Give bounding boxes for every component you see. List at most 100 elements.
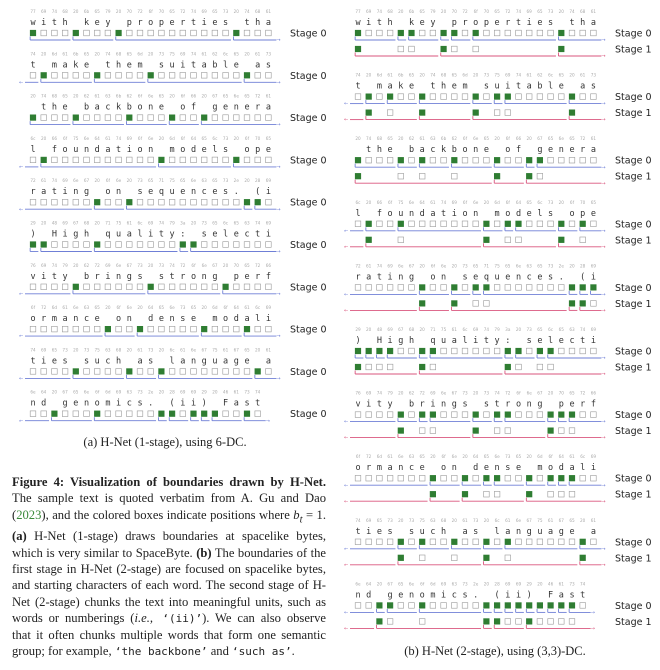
- stage0-boundary-box: [408, 29, 415, 37]
- byte-char: i: [452, 209, 457, 219]
- hex-byte: 68: [377, 136, 383, 141]
- byte-char: r: [255, 103, 260, 113]
- hex-byte: 6e: [73, 305, 79, 310]
- hex-byte: 73: [159, 51, 165, 56]
- stage0-boundary-box: [397, 411, 404, 418]
- byte-char: h: [116, 356, 121, 366]
- byte-char: a: [569, 463, 574, 473]
- byte-char: a: [591, 145, 596, 155]
- stage0-box: [397, 284, 404, 291]
- byte-char: h: [388, 18, 393, 28]
- hex-byte: 20: [95, 178, 101, 183]
- stage-label: Stage 1: [615, 108, 652, 119]
- byte-char: t: [580, 590, 585, 600]
- stage0-boundary-box: [243, 325, 251, 333]
- byte-char: s: [223, 145, 228, 155]
- byte-char: (: [495, 590, 500, 600]
- stage0-box: [169, 325, 176, 333]
- stage0-box: [233, 325, 240, 333]
- hex-byte: 79: [105, 9, 111, 14]
- hex-byte: 20: [494, 136, 500, 141]
- stage0-box: [504, 475, 511, 482]
- byte-char: s: [137, 399, 142, 409]
- byte-char: a: [420, 145, 425, 155]
- hex-byte: 73: [137, 178, 143, 183]
- byte-char: e: [537, 272, 542, 282]
- hex-byte: 20: [95, 221, 101, 226]
- byte-char: m: [105, 399, 110, 409]
- hex-byte: 20: [191, 221, 197, 226]
- stage0-boundary-box: [104, 325, 111, 333]
- byte-char: n: [127, 314, 132, 324]
- byte-char: a: [559, 590, 564, 600]
- stage0-box: [354, 538, 362, 545]
- hex-byte: 79: [62, 263, 68, 268]
- hex-byte: 6f: [191, 263, 196, 268]
- caption-text: ), and the colored boxes indicate positi…: [41, 507, 294, 522]
- byte-char: i: [591, 463, 596, 473]
- byte-char: e: [202, 145, 207, 155]
- byte-char: u: [495, 272, 500, 282]
- hex-byte: 68: [255, 9, 261, 14]
- stage0-boundary-box: [386, 347, 394, 355]
- stage0-box: [526, 347, 533, 355]
- hex-byte: 65: [84, 51, 90, 56]
- stage0-box: [440, 475, 447, 482]
- hex-byte: 69: [105, 263, 111, 268]
- stage-label: Stage 0: [615, 29, 652, 40]
- hex-byte: 6c: [495, 518, 501, 523]
- byte-char: r: [355, 272, 360, 282]
- caption-b-label: (b): [196, 545, 212, 560]
- byte-char: d: [41, 399, 46, 409]
- byte-char: n: [73, 314, 78, 324]
- hex-byte: 20: [366, 327, 372, 332]
- hex-byte: 73: [223, 136, 229, 141]
- stage0-box: [40, 325, 47, 333]
- stage0-boundary-box: [472, 29, 479, 37]
- stage-label: Stage 0: [290, 113, 327, 124]
- hex-byte: 79: [169, 221, 175, 226]
- hex-byte: 66: [266, 263, 272, 268]
- hex-byte: 75: [95, 347, 101, 352]
- byte-char: l: [30, 145, 35, 155]
- stage0-boundary-box: [40, 241, 47, 248]
- stage0-box: [397, 93, 404, 100]
- hex-byte: 2e: [559, 263, 565, 268]
- stage0-box: [190, 283, 197, 290]
- hex-byte: 67: [62, 390, 68, 395]
- stage0-box: [115, 241, 122, 248]
- caption-text: The boundaries of the first stage in H-N…: [12, 545, 326, 625]
- byte-char: F: [548, 590, 553, 600]
- stage0-box: [190, 29, 197, 37]
- hex-byte: 6e: [191, 347, 197, 352]
- stage1-box: [568, 618, 576, 625]
- stage0-box: [115, 156, 122, 164]
- stage0-box: [222, 325, 229, 333]
- hex-byte: 6c: [223, 221, 229, 226]
- byte-char: l: [537, 209, 542, 219]
- byte-char: .: [234, 187, 239, 197]
- hex-byte: 6b: [409, 9, 415, 14]
- stage0-boundary-box: [94, 199, 101, 206]
- stage0-box: [61, 29, 69, 37]
- stage0-box: [94, 368, 101, 375]
- byte-char: u: [95, 356, 100, 366]
- byte-char: s: [527, 336, 532, 346]
- byte-char: c: [527, 272, 532, 282]
- stage0-box: [201, 72, 208, 79]
- hex-byte: 68: [52, 94, 58, 99]
- byte-char: g: [537, 400, 542, 410]
- stage0-box: [94, 325, 101, 333]
- hex-byte: 65: [212, 9, 218, 14]
- byte-char: p: [580, 209, 585, 219]
- byte-char: o: [462, 209, 467, 219]
- hex-byte: 20: [430, 454, 436, 459]
- citation-link[interactable]: 2023: [16, 507, 42, 522]
- hex-byte: 20: [234, 9, 240, 14]
- byte-char: o: [355, 463, 360, 473]
- hex-byte: 74: [441, 200, 447, 205]
- stage1-boundary-box: [376, 618, 383, 625]
- hex-byte: 6c: [212, 136, 218, 141]
- stage0-boundary-box: [419, 93, 426, 100]
- stage0-box: [211, 114, 219, 121]
